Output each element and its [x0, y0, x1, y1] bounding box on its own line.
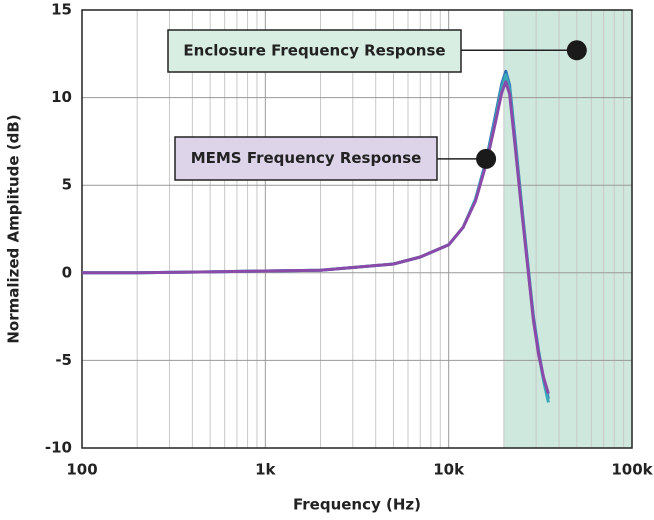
- x-tick-label: 100k: [611, 461, 653, 479]
- line-series: [82, 73, 550, 403]
- x-axis-label: Frequency (Hz): [293, 496, 421, 514]
- line-series: [82, 69, 550, 400]
- y-tick-label: -10: [45, 439, 72, 457]
- y-tick-label: 15: [51, 1, 72, 19]
- callout-text: MEMS Frequency Response: [191, 149, 422, 167]
- x-tick-label: 10k: [433, 461, 465, 479]
- y-tick-label: 0: [62, 263, 72, 281]
- y-tick-label: -5: [55, 351, 72, 369]
- callout-box: [167, 29, 462, 73]
- y-tick-label: 5: [62, 176, 72, 194]
- plot-frame: [81, 9, 633, 449]
- y-axis-label: Normalized Amplitude (dB): [5, 114, 23, 343]
- callout-dot: [566, 40, 587, 61]
- callout-dot: [476, 148, 497, 169]
- x-tick-label: 100: [66, 461, 97, 479]
- callout-box: [174, 136, 438, 181]
- y-tick-label: 10: [51, 88, 72, 106]
- line-series: [82, 80, 550, 395]
- x-tick-label: 1k: [255, 461, 276, 479]
- callout-text: Enclosure Frequency Response: [183, 42, 445, 60]
